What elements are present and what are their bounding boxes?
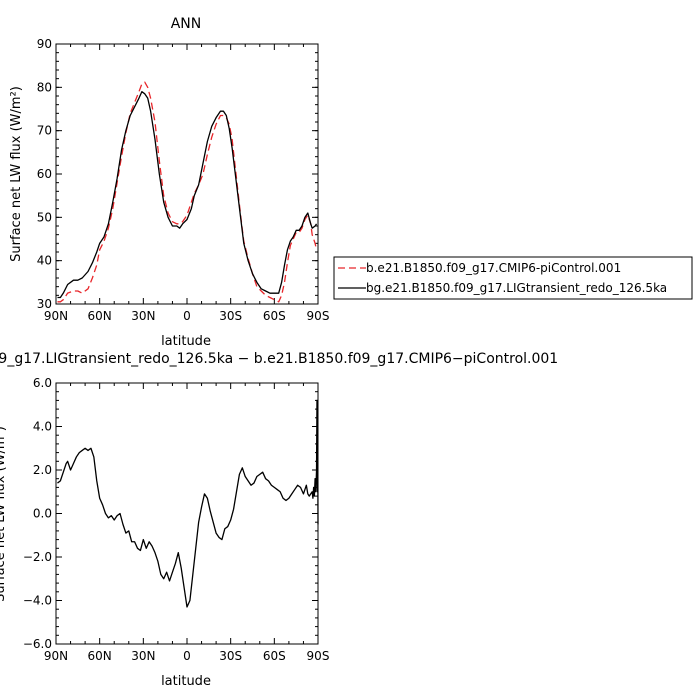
bottom-series-group (57, 399, 319, 608)
bottom-y-tick-label: 2.0 (33, 463, 52, 477)
top-chart-title: ANN (171, 16, 202, 32)
bottom-ticks: 90N 60N 30N 0 30S 60S 90S −6.0 −4.0 −2.0 0.0 2.0 4.0… (23, 376, 330, 663)
legend-box (333, 256, 693, 300)
bottom-y-tick-label: −6.0 (23, 637, 52, 651)
top-y-tick-label: 30 (37, 297, 52, 311)
legend-label-control: b.e21.B1850.f09_g17.CMIP6-piControl.001 (366, 261, 621, 275)
top-y-tick-label: 60 (37, 167, 52, 181)
top-x-tick-label: 30N (131, 309, 155, 323)
bottom-y-tick-label: 4.0 (33, 420, 52, 434)
top-x-tick-label: 30S (219, 309, 242, 323)
top-x-tick-label: 60N (88, 309, 112, 323)
bottom-plot-frame (55, 382, 319, 645)
bottom-y-axis-label: Surface net LW flux (W/m²) (0, 426, 8, 602)
bottom-y-tick-label: −2.0 (23, 550, 52, 564)
top-panel: ANN Surface net LW flux (W/m²) latitude … (9, 16, 329, 349)
bottom-y-tick-label: 6.0 (33, 376, 52, 390)
bottom-chart-title: bg.e21.B1850.f09_g17.LIGtransient_redo_1… (0, 351, 558, 367)
bottom-x-tick-label: 0 (183, 649, 191, 663)
top-ticks: 90N 60N 30N 0 30S 60S 90S 30 40 50 60 70 80 90 (37, 37, 330, 323)
top-series-group (57, 81, 318, 303)
bottom-x-tick-label: 60S (263, 649, 286, 663)
top-series-line-0 (57, 81, 318, 303)
bottom-series-line-0 (57, 399, 319, 608)
top-series-line-1 (57, 91, 318, 299)
bottom-x-tick-label: 90N (44, 649, 68, 663)
bottom-x-axis-label: latitude (161, 674, 211, 689)
bottom-x-tick-label: 30S (219, 649, 242, 663)
top-x-tick-label: 60S (263, 309, 286, 323)
top-y-tick-label: 70 (37, 124, 52, 138)
bottom-x-tick-label: 90S (307, 649, 330, 663)
top-x-tick-label: 90N (44, 309, 68, 323)
top-y-tick-label: 90 (37, 37, 52, 51)
legend: b.e21.B1850.f09_g17.CMIP6-piControl.001 … (333, 256, 693, 300)
top-y-tick-label: 50 (37, 210, 52, 224)
legend-label-lig: bg.e21.B1850.f09_g17.LIGtransient_redo_1… (366, 281, 667, 295)
top-y-axis-label: Surface net LW flux (W/m²) (9, 86, 24, 262)
top-x-axis-label: latitude (161, 334, 211, 349)
bottom-y-tick-label: −4.0 (23, 594, 52, 608)
bottom-panel: bg.e21.B1850.f09_g17.LIGtransient_redo_1… (0, 351, 558, 689)
top-y-tick-label: 40 (37, 254, 52, 268)
bottom-y-tick-label: 0.0 (33, 507, 52, 521)
bottom-x-tick-label: 30N (131, 649, 155, 663)
top-x-tick-label: 90S (307, 309, 330, 323)
top-x-tick-label: 0 (183, 309, 191, 323)
top-y-tick-label: 80 (37, 80, 52, 94)
top-plot-frame (55, 43, 319, 305)
bottom-x-tick-label: 60N (88, 649, 112, 663)
